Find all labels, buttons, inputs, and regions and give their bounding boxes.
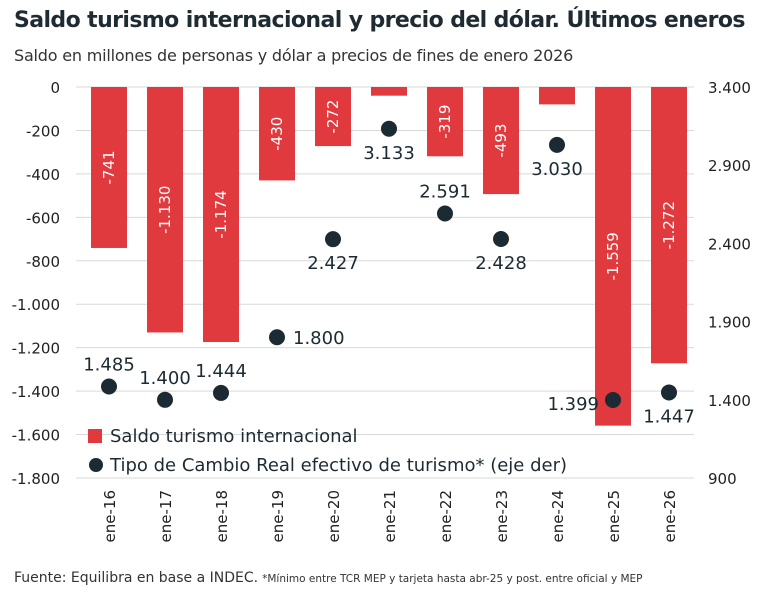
bar: [651, 87, 687, 364]
right-axis-tick-label: 3.400: [708, 79, 751, 97]
scatter-point: [325, 231, 341, 248]
scatter-data-label: 1.485: [83, 355, 135, 376]
scatter-point: [157, 391, 173, 408]
bar-data-label: -1.559: [604, 232, 622, 280]
scatter-point: [493, 231, 509, 248]
bar: [427, 87, 463, 157]
bar: [203, 87, 239, 343]
bar-data-label: -319: [436, 105, 454, 139]
x-axis-tick-label: ene-17: [157, 490, 175, 542]
x-axis-tick-label: ene-23: [493, 490, 511, 542]
legend-swatch-dots: [89, 458, 103, 472]
left-axis-tick-label: -600: [26, 209, 60, 227]
legend-swatch-bars: [88, 429, 102, 443]
x-axis-tick-label: ene-22: [437, 490, 455, 542]
source-text: Fuente: Equilibra en base a INDEC.: [14, 570, 259, 586]
left-axis-tick-label: -1.000: [12, 296, 60, 314]
scatter-data-label: 3.030: [531, 159, 583, 180]
x-axis-tick-label: ene-18: [213, 490, 231, 542]
bar: [315, 87, 351, 147]
scatter-point: [605, 391, 621, 408]
scatter-point: [269, 329, 285, 346]
bar: [147, 87, 183, 333]
scatter-data-label: 3.133: [363, 143, 415, 164]
scatter-data-label: 1.399: [547, 394, 599, 415]
bar: [483, 87, 519, 195]
left-axis-tick-label: -400: [26, 166, 60, 184]
x-axis-tick-label: ene-25: [605, 490, 623, 542]
bar: [595, 87, 631, 426]
scatter-data-label: 1.400: [139, 368, 191, 389]
scatter-point: [661, 384, 677, 401]
bar: [91, 87, 127, 248]
left-axis-tick-label: -800: [26, 253, 60, 271]
bar-data-label: -1.174: [212, 190, 230, 238]
legend-label-dots: Tipo de Cambio Real efectivo de turismo*…: [109, 455, 567, 476]
x-axis-tick-label: ene-21: [381, 490, 399, 542]
scatter-data-label: 1.800: [293, 328, 345, 349]
right-axis-tick-label: 2.400: [708, 235, 751, 253]
scatter-point: [213, 384, 229, 401]
x-axis-tick-label: ene-26: [661, 490, 679, 542]
left-axis-tick-label: 0: [50, 79, 60, 97]
left-axis-tick-label: -1.400: [12, 383, 60, 401]
scatter-point: [101, 378, 117, 395]
left-axis-tick-label: -1.800: [12, 470, 60, 488]
bar-data-label: -741: [100, 150, 118, 184]
bar-data-label: -493: [492, 124, 510, 158]
right-axis-tick-label: 1.900: [708, 314, 751, 332]
x-axis-tick-label: ene-20: [325, 490, 343, 542]
bar: [371, 87, 407, 96]
bar-data-label: -1.272: [660, 201, 678, 249]
scatter-data-label: 1.447: [643, 406, 695, 427]
left-axis-tick-label: -200: [26, 122, 60, 140]
bar-data-label: -430: [268, 117, 286, 151]
x-axis-tick-label: ene-16: [101, 490, 119, 542]
bar: [539, 87, 575, 105]
scatter-point: [437, 205, 453, 222]
scatter-data-label: 2.591: [419, 182, 471, 203]
x-axis-tick-label: ene-19: [269, 490, 287, 542]
right-axis-tick-label: 1.400: [708, 392, 751, 410]
chart-subtitle: Saldo en millones de personas y dólar a …: [14, 46, 574, 65]
scatter-point: [381, 120, 397, 137]
source-footer: Fuente: Equilibra en base a INDEC. *Mínim…: [14, 567, 643, 586]
left-axis-tick-label: -1.600: [12, 427, 60, 445]
right-axis-tick-label: 2.900: [708, 157, 751, 175]
chart-title: Saldo turismo internacional y precio del…: [14, 8, 745, 33]
bar: [259, 87, 295, 181]
scatter-data-label: 2.427: [307, 253, 359, 274]
footnote-text: *Mínimo entre TCR MEP y tarjeta hasta ab…: [262, 573, 643, 585]
scatter-data-label: 2.428: [475, 253, 527, 274]
legend-label-bars: Saldo turismo internacional: [110, 426, 358, 447]
scatter-data-label: 1.444: [195, 361, 247, 382]
bar-data-label: -272: [324, 100, 342, 134]
left-axis-tick-label: -1.200: [12, 340, 60, 358]
scatter-point: [549, 136, 565, 153]
bar-data-label: -1.130: [156, 186, 174, 234]
right-axis-tick-label: 900: [708, 470, 737, 488]
x-axis-tick-label: ene-24: [549, 490, 567, 542]
